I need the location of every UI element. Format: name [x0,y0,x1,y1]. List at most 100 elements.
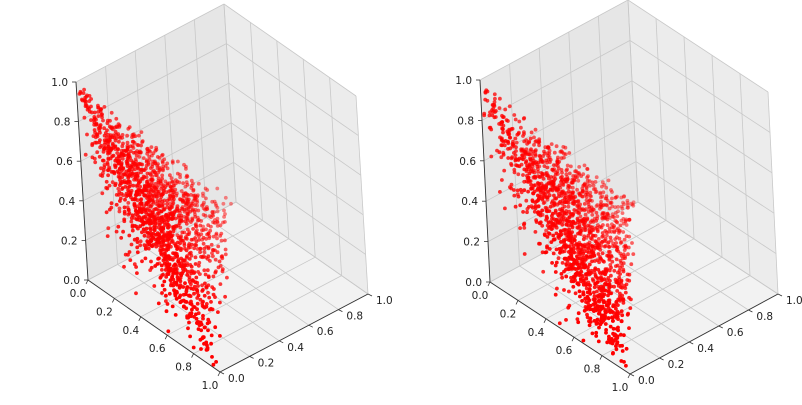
data-point [206,274,211,279]
data-point [554,144,559,149]
data-point [538,220,543,225]
data-point [147,216,152,221]
data-point [525,210,529,215]
data-point [162,287,167,292]
data-point [150,193,155,198]
data-point [536,198,540,203]
x-tick [112,298,115,303]
data-point [593,190,598,195]
data-point [566,204,571,209]
data-point [145,151,150,156]
data-point [613,218,618,223]
data-point [521,173,525,177]
data-point [132,216,137,220]
x-tick-label: 1.0 [612,382,629,394]
data-point [627,234,632,239]
data-point [188,294,193,299]
data-point [571,211,576,216]
data-point [593,233,598,238]
y-tick [308,324,313,328]
data-point [563,231,568,236]
data-point [619,218,624,223]
data-point [195,228,199,233]
data-point [122,217,127,222]
data-point [556,155,560,160]
data-point [211,234,216,239]
data-point [177,284,182,289]
data-point [598,322,603,326]
x-tick-label: 0.0 [472,290,489,302]
data-point [608,235,613,240]
data-point [600,234,605,239]
data-point [171,251,175,256]
data-point [106,173,110,178]
data-point [217,259,222,264]
data-point [122,205,127,210]
data-point [600,180,605,185]
data-point [610,204,615,209]
data-point [598,319,603,323]
x-tick [164,335,168,340]
data-point [117,206,122,211]
data-point [96,114,101,118]
pane-left-wall [480,0,638,282]
data-point [597,260,601,265]
data-point [213,202,218,206]
data-point [554,231,559,236]
data-point [113,147,118,152]
y-tick-label: 0.6 [727,327,744,339]
data-point [180,238,184,243]
data-point [178,293,183,298]
data-point [599,195,603,200]
data-point [162,157,167,162]
data-point [530,169,535,174]
data-point [197,323,202,328]
data-point [179,219,184,224]
data-point [554,163,558,167]
data-point [96,103,100,108]
data-point [195,307,200,312]
x-tick [85,279,89,285]
data-point [215,209,220,214]
data-point [537,139,541,144]
data-point [625,198,630,203]
data-point [570,267,574,271]
data-point [587,290,592,294]
data-point [529,147,533,152]
data-point [179,246,184,251]
data-point [127,233,132,238]
data-point [171,190,176,195]
data-point [148,268,153,272]
data-point [515,192,520,197]
data-point [551,168,556,173]
y-tick [279,340,284,344]
data-point [194,224,199,229]
data-point [180,205,185,209]
data-point [621,221,626,226]
data-point [489,154,494,159]
data-point [514,140,519,145]
x-tick-label: 0.8 [584,364,601,376]
data-point [108,118,112,123]
data-point [585,167,590,172]
data-point [584,198,589,203]
data-point [544,158,549,163]
x-tick-label: 0.6 [556,345,573,357]
data-point [522,130,526,135]
data-point [110,180,115,185]
data-point [502,143,507,148]
data-point [165,219,170,224]
data-point [118,183,122,188]
data-point [596,295,601,299]
data-point [567,197,572,202]
data-point [501,151,506,155]
grid-line [479,0,629,81]
grid-line [627,0,639,203]
data-point [508,185,512,190]
data-point [606,244,611,249]
data-point [590,244,595,249]
data-point [138,184,143,189]
scatter3d-left: 0.0 0.2 0.4 0.6 0.8 1.0 0.0 0.2 0.4 0.6 0.8 1.0 0.0 0… [51,3,393,392]
data-point [529,130,534,135]
data-point [135,245,140,250]
